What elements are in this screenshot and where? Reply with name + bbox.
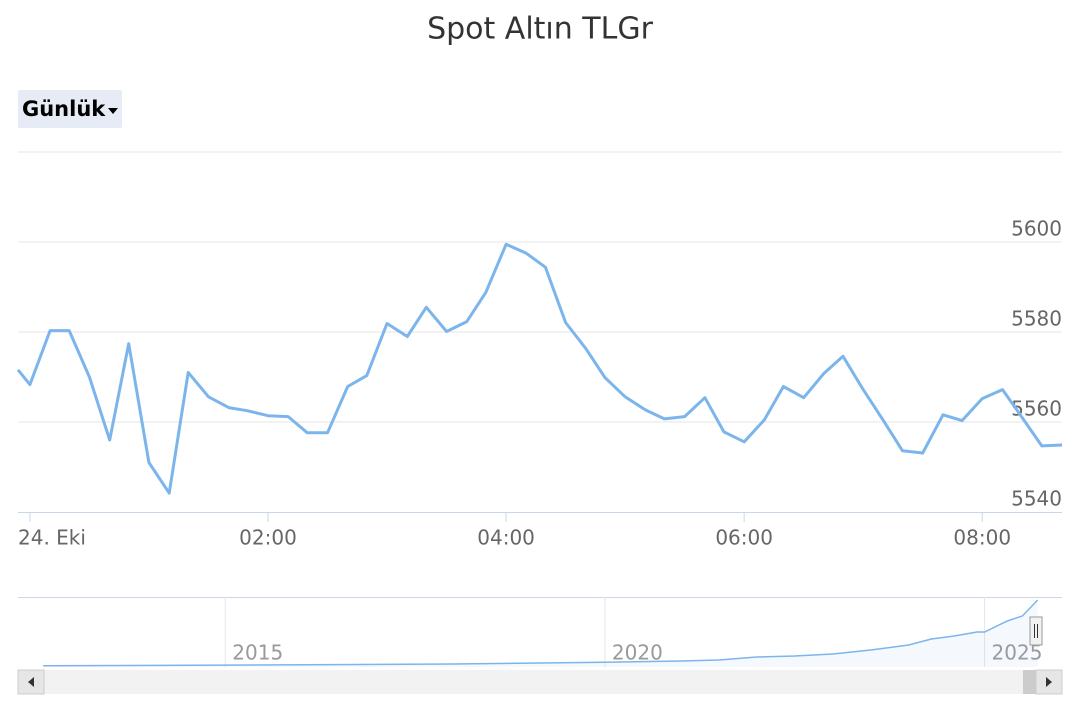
price-line	[16, 242, 1063, 495]
y-tick-label: 5540	[1011, 487, 1062, 511]
scrollbar-left-arrow[interactable]	[28, 677, 34, 687]
range-selector-label[interactable]: Günlük	[22, 97, 106, 121]
navigator-area	[43, 600, 1038, 667]
range-selector[interactable]: Günlük	[18, 90, 122, 128]
navigator-x-tick-label: 2015	[232, 641, 283, 665]
x-tick-label: 08:00	[953, 526, 1011, 550]
x-tick-label: 04:00	[477, 526, 535, 550]
chart-title: Spot Altın TLGr	[427, 12, 654, 47]
range-selector-button[interactable]	[18, 90, 122, 128]
scrollbar-track[interactable]	[18, 670, 1062, 694]
y-tick-label: 5560	[1011, 397, 1062, 421]
x-tick-label: 24. Eki	[18, 526, 86, 550]
navigator-handle[interactable]	[1029, 616, 1043, 646]
scrollbar-thumb[interactable]	[1023, 670, 1036, 694]
navigator-line	[43, 599, 1039, 667]
x-tick-label: 02:00	[239, 526, 297, 550]
scrollbar-right-arrow[interactable]	[1046, 677, 1052, 687]
x-tick-label: 06:00	[715, 526, 773, 550]
dropdown-arrow[interactable]	[108, 108, 118, 114]
navigator-x-tick-label: 2020	[612, 641, 663, 665]
y-tick-label: 5600	[1011, 217, 1062, 241]
y-tick-label: 5580	[1011, 307, 1062, 331]
